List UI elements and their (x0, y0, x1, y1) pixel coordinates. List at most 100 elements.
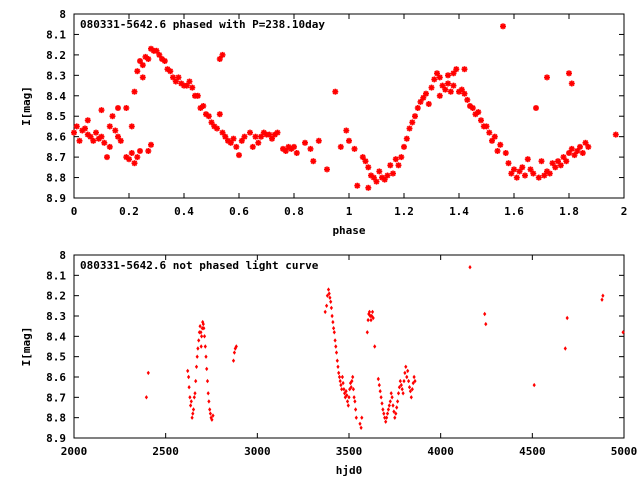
data-point (460, 89, 469, 98)
data-point (106, 143, 114, 151)
data-point (411, 112, 419, 120)
data-point (499, 22, 507, 31)
data-point (427, 83, 436, 92)
data-point (208, 411, 212, 416)
data-point (195, 354, 199, 359)
data-point (388, 399, 392, 404)
raw-light-curve-panel: 2000 2500 3000 3500 4000 4500 5000 8 8.1 8.2 8.3 8.… (20, 249, 637, 477)
data-point (409, 395, 413, 400)
data-point (144, 395, 148, 400)
data-point (444, 71, 452, 80)
data-point (380, 401, 384, 406)
data-point (396, 399, 400, 404)
data-point (139, 61, 147, 69)
data-point (128, 122, 136, 131)
data-point (334, 344, 338, 349)
data-point (402, 378, 406, 384)
data-point (330, 313, 334, 319)
x-tick-label: 3000 (244, 445, 271, 458)
data-point (75, 137, 84, 145)
data-point (567, 145, 576, 153)
data-point (292, 149, 301, 157)
data-point (328, 295, 332, 300)
data-point (345, 399, 350, 404)
x-tick-label: 5000 (611, 445, 638, 458)
data-point (376, 376, 380, 382)
data-point (401, 391, 405, 396)
data-point (381, 407, 385, 412)
data-point (468, 104, 477, 112)
data-point (81, 124, 89, 133)
data-point (375, 167, 384, 176)
data-point (213, 124, 221, 133)
data-point (144, 147, 153, 155)
data-point (186, 368, 190, 374)
data-point (584, 143, 593, 151)
data-point (329, 305, 333, 311)
data-point (468, 265, 472, 270)
data-point (216, 110, 224, 118)
data-point (378, 389, 382, 394)
x-tick-label: 4000 (427, 445, 454, 458)
data-point (206, 391, 210, 396)
x-tick-label: 1.4 (449, 205, 469, 218)
data-point (97, 106, 106, 114)
data-point (601, 293, 605, 298)
data-point (412, 374, 416, 380)
y-tick-label: 8.9 (46, 432, 66, 445)
data-point (404, 364, 408, 369)
data-point (106, 122, 114, 131)
data-point (407, 378, 411, 384)
data-point (435, 73, 444, 82)
data-point (331, 87, 340, 96)
data-point (402, 134, 411, 143)
data-point (314, 137, 323, 145)
data-point (342, 126, 351, 135)
data-point (490, 132, 499, 141)
y-tick-label: 8.1 (46, 269, 66, 282)
data-point (578, 149, 587, 157)
data-point (408, 118, 417, 127)
data-point (385, 411, 390, 416)
data-point (191, 411, 195, 416)
data-point (389, 169, 397, 178)
data-point (133, 153, 142, 161)
data-point (534, 173, 543, 182)
data-point (358, 421, 362, 426)
data-point (352, 395, 356, 400)
data-point (576, 143, 584, 151)
data-point (387, 403, 391, 408)
data-point (146, 370, 150, 376)
data-point (337, 370, 341, 376)
y-tick-label: 8.3 (46, 69, 66, 82)
data-point (351, 374, 355, 380)
data-point (501, 149, 510, 157)
y-tick-label: 8 (59, 8, 66, 21)
x-tick-label: 3500 (336, 445, 363, 458)
data-point (424, 100, 433, 108)
x-tick-label: 0.4 (174, 205, 194, 218)
data-point (188, 395, 192, 400)
data-point (413, 104, 422, 112)
y-tick-label: 8.4 (46, 330, 66, 343)
data-point (197, 338, 201, 343)
y-axis-label: I[mag] (20, 327, 33, 367)
data-point (365, 330, 369, 335)
data-point (551, 163, 560, 172)
data-point (403, 370, 407, 376)
y-axis-label: I[mag] (20, 86, 33, 126)
data-point (543, 73, 551, 82)
data-point (394, 161, 403, 170)
data-point (340, 374, 344, 380)
data-point (395, 405, 399, 410)
data-point (133, 67, 142, 75)
data-point (444, 79, 452, 88)
data-point (309, 157, 318, 165)
data-point (199, 344, 203, 349)
data-point (187, 385, 191, 390)
x-tick-label: 2000 (61, 445, 88, 458)
chart-title: 080331-5642.6 phased with P=238.10day (80, 18, 325, 31)
data-point (370, 309, 375, 315)
data-point (249, 143, 257, 151)
